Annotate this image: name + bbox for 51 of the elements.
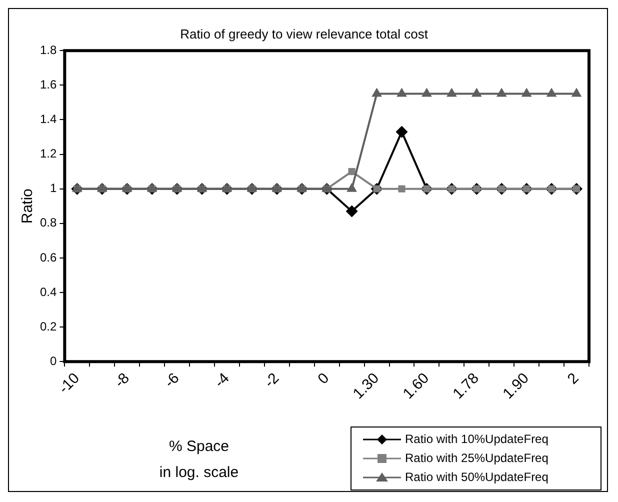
- point: [471, 88, 482, 97]
- point: [96, 182, 108, 192]
- y-tick-label: 0: [50, 354, 57, 368]
- point: [496, 88, 507, 97]
- y-tick-label: 0.8: [40, 216, 57, 230]
- y-tick-label: 1.8: [40, 42, 57, 57]
- x-tick-label: -10: [56, 370, 83, 398]
- legend-label: Ratio with 25%UpdateFreq: [405, 450, 548, 465]
- point: [222, 182, 232, 192]
- point: [196, 182, 208, 192]
- y-tick-label: 1.2: [40, 146, 57, 161]
- x-tick-label: 1.60: [400, 370, 432, 402]
- point: [172, 182, 182, 192]
- legend-label: Ratio with 50%UpdateFreq: [405, 470, 548, 484]
- x-axis-title: % Space in log. scale: [159, 438, 239, 482]
- x-tick-label: 0: [314, 370, 333, 388]
- point: [272, 182, 282, 192]
- point: [372, 88, 382, 97]
- x-tick-label: -4: [211, 370, 233, 392]
- point: [396, 126, 408, 138]
- point: [571, 88, 582, 97]
- x-tick-label: -2: [261, 370, 283, 392]
- y-tick-label: 1.6: [40, 77, 57, 92]
- point: [72, 182, 82, 192]
- point: [396, 88, 407, 97]
- point: [346, 205, 358, 218]
- y-tick-label: 0.4: [40, 284, 57, 299]
- x-tick-label: 2: [564, 370, 582, 388]
- y-tick-label: 1: [50, 181, 57, 196]
- point: [296, 182, 308, 192]
- x-tick-label: -8: [111, 370, 133, 392]
- point: [546, 88, 557, 97]
- point: [348, 168, 356, 176]
- point: [246, 182, 258, 192]
- y-tick-label: 0.6: [40, 250, 57, 264]
- point: [521, 88, 532, 97]
- y-tick-label: 1.4: [40, 112, 57, 126]
- point: [398, 185, 406, 192]
- point: [422, 88, 432, 97]
- point: [122, 182, 132, 192]
- point: [446, 88, 457, 97]
- point: [146, 182, 158, 192]
- x-tick-label: 1.90: [500, 370, 532, 402]
- chart-title: Ratio of greedy to view relevance total cost: [180, 26, 428, 42]
- x-tick-label: 1.30: [350, 370, 383, 402]
- legend-label: Ratio with 10%UpdateFreq: [405, 432, 548, 446]
- x-tick-label: -6: [161, 370, 183, 392]
- y-tick-label: 0.2: [40, 319, 57, 334]
- y-axis-title: Ratio: [19, 188, 36, 224]
- point: [346, 182, 358, 192]
- point: [322, 182, 332, 192]
